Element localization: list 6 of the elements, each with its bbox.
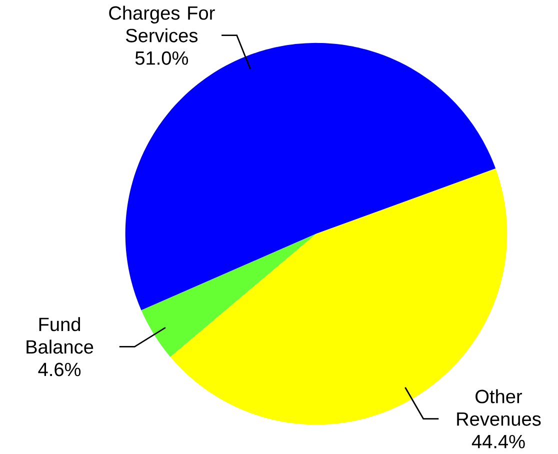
slice-label: Charges For Services (109, 6, 215, 42)
data-label: 4.6% (38, 362, 81, 376)
data-label: 51.0% (135, 51, 188, 65)
slice-label: Other Revenues (457, 389, 541, 426)
slice-label: Fund Balance (26, 317, 94, 354)
data-label: 44.4% (472, 434, 525, 448)
